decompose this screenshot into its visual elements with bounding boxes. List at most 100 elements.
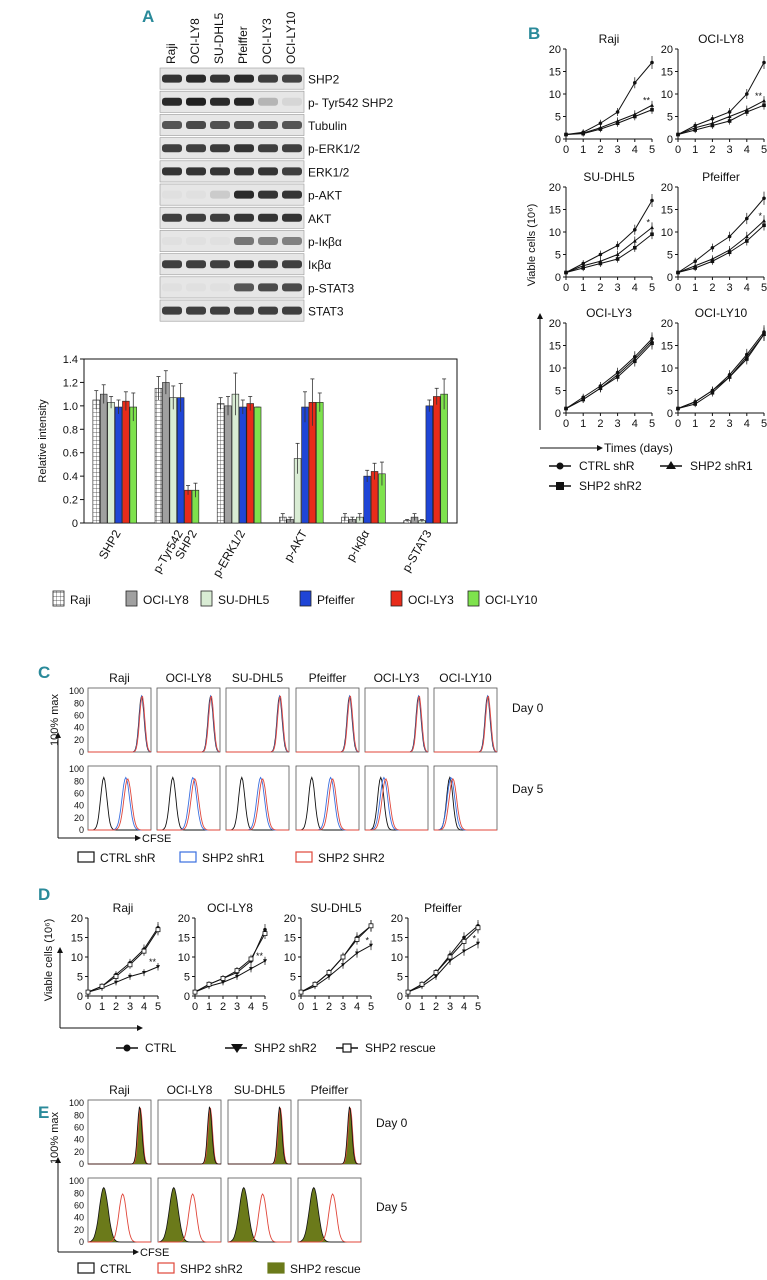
x-tick-label: 5 — [649, 418, 655, 430]
lane-label: OCI-LY3 — [260, 18, 274, 64]
bar — [239, 406, 247, 524]
category-label: p-STAT3 — [399, 527, 434, 574]
subplot-title: OCI-LY3 — [586, 306, 632, 320]
marker-triangle-down — [462, 949, 466, 954]
legend-label: SHP2 shR2 — [254, 1041, 317, 1055]
legend-label: CTRL shR — [579, 459, 635, 473]
bar — [114, 406, 123, 524]
x-tick-label: 0 — [563, 418, 569, 430]
y-tick-label: 15 — [661, 341, 673, 353]
significance-annotation: * — [758, 211, 762, 221]
blot-band — [210, 121, 230, 129]
growth-line — [565, 342, 653, 409]
legend-label: SHP2 shR1 — [202, 851, 265, 865]
marker-square — [633, 359, 637, 364]
histogram-title: SU-DHL5 — [232, 671, 284, 685]
growth-line — [565, 62, 653, 135]
blot-band — [186, 167, 206, 176]
x-tick-label: 3 — [727, 418, 733, 430]
x-tick-label: 5 — [649, 144, 655, 156]
marker-square — [581, 131, 585, 136]
marker-triangle-down — [476, 941, 480, 946]
blot-band — [258, 260, 278, 269]
blot-band — [162, 97, 182, 106]
blot-band — [162, 213, 182, 222]
marker-open-square — [248, 956, 254, 962]
blot-band — [282, 144, 302, 153]
bar-chart-relative-intensity: 0 0.2 0.4 0.6 0.8 1.0 1.2 1.4 Relative intensity… — [37, 354, 538, 607]
blot-band — [258, 283, 278, 292]
marker-circle — [615, 110, 620, 114]
blot-strip — [159, 299, 305, 322]
blot-band — [162, 237, 182, 245]
marker-open-square — [220, 976, 226, 981]
x-tick-label: 5 — [761, 418, 767, 430]
marker-open-square — [368, 923, 374, 929]
x-tick-label: 1 — [692, 144, 698, 156]
blot-band — [258, 121, 278, 129]
x-tick-label: 0 — [675, 144, 681, 156]
y-tick-label: 20 — [661, 318, 673, 330]
blot-band — [234, 283, 254, 292]
blot-band — [234, 190, 254, 199]
marker-square — [633, 245, 637, 250]
day-label: Day 0 — [512, 701, 544, 715]
blot-band — [234, 121, 254, 129]
blot-band — [210, 74, 230, 83]
legend-label: OCI-LY10 — [485, 593, 538, 607]
blot-strip — [159, 230, 305, 252]
y-tick-label: 5 — [555, 112, 561, 124]
y-tick-label: 20 — [549, 44, 561, 56]
x-tick-label: 4 — [632, 144, 638, 156]
marker-square — [581, 397, 585, 402]
growth-line — [565, 338, 653, 409]
marker-square — [762, 103, 766, 108]
y-tick-label: 0 — [184, 991, 190, 1003]
blot-band — [162, 306, 182, 315]
y-tick-label: 20 — [661, 182, 673, 194]
histogram-filled — [88, 1106, 151, 1164]
significance-annotation: ** — [643, 95, 651, 105]
x-tick-label: 2 — [220, 1001, 226, 1013]
y-tick-label: 0 — [397, 991, 403, 1003]
histogram-curve — [296, 778, 359, 831]
panel-letter-b: B — [528, 24, 540, 43]
marker-circle — [762, 196, 766, 201]
x-tick-label: 4 — [461, 1001, 467, 1013]
y-tick-label: 80 — [74, 698, 84, 708]
y-tick-label: 5 — [667, 386, 673, 398]
growth-line — [677, 220, 765, 273]
growth-line — [677, 104, 765, 135]
legend-label: CTRL — [145, 1041, 177, 1055]
marker-triangle-down — [142, 971, 146, 975]
x-tick-label: 1 — [692, 282, 698, 294]
histogram-curve — [88, 1106, 151, 1165]
histogram-frame — [87, 765, 152, 831]
blot-band — [258, 237, 278, 245]
y-tick-label: 1.2 — [63, 377, 78, 389]
panel-letter-d: D — [38, 885, 50, 904]
bar — [425, 405, 434, 524]
marker-square — [693, 402, 697, 406]
y-tick-label: 60 — [74, 711, 84, 721]
growth-line — [87, 966, 159, 993]
x-tick-label: 4 — [141, 1001, 147, 1013]
histogram-filled — [158, 1106, 221, 1164]
y-tick-label: 80 — [74, 1110, 84, 1120]
x-tick-label: 4 — [744, 282, 750, 294]
blot-band — [234, 213, 254, 222]
y-tick-label: 0 — [79, 747, 84, 757]
blot-strip — [159, 183, 305, 206]
x-tick-label: 3 — [615, 144, 621, 156]
blot-row-label: p-Iκβα — [308, 235, 342, 249]
y-tick-label: 15 — [661, 205, 673, 217]
legend-marker-circle — [556, 462, 564, 470]
legend-label: CTRL shR — [100, 851, 156, 865]
y-tick-label: 100 — [69, 764, 84, 774]
x-tick-label: 4 — [744, 144, 750, 156]
histogram-title: Pfeiffer — [309, 671, 347, 685]
x-tick-label: 5 — [761, 144, 767, 156]
x-tick-label: 3 — [127, 1001, 133, 1013]
subplot-title: Raji — [599, 32, 620, 46]
blot-band — [162, 74, 182, 83]
